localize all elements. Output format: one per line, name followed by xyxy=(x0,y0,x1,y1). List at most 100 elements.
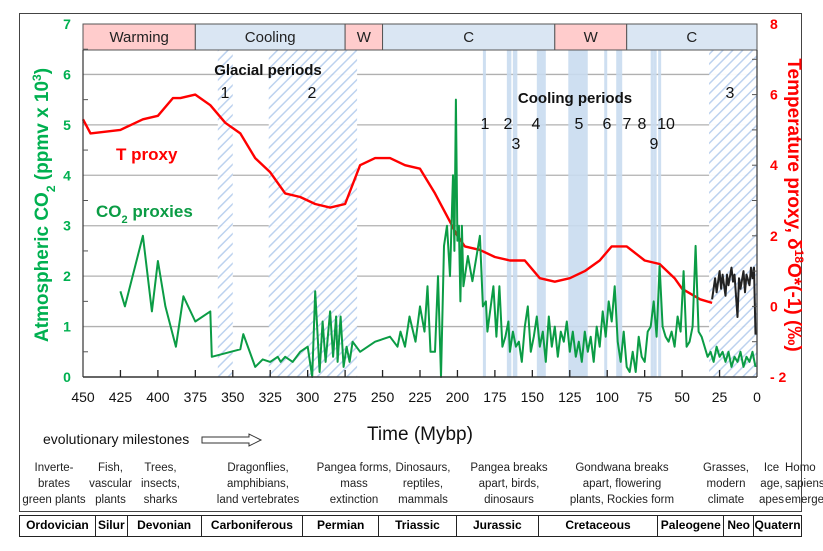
milestone-line: apart, birds, xyxy=(478,478,540,490)
cooling-periods-title: Cooling periods xyxy=(518,90,632,107)
cooling-period-number: 6 xyxy=(603,116,612,133)
t-proxy-label: T proxy xyxy=(116,145,178,164)
right-arrow-icon xyxy=(201,433,263,448)
milestone-line: dinosaurs xyxy=(484,494,534,506)
y-left-title-sub: 2 xyxy=(44,185,58,192)
series-line-t-proxy xyxy=(81,93,713,305)
glacial-period-region xyxy=(709,50,757,377)
co2-label-sub: 2 xyxy=(122,214,128,226)
y-right-tick-label: 2 xyxy=(770,228,778,244)
milestone-line: age, xyxy=(760,478,783,490)
y-axis-right-title: Temperature proxy, δ18O*(-1) (‰) xyxy=(783,58,806,351)
glacial-period-number: 2 xyxy=(308,85,317,102)
milestone: Pangea breaks apart, birds, dinosaurs xyxy=(453,458,565,512)
milestone-line: sharks xyxy=(143,494,178,506)
climate-band-label: W xyxy=(357,29,372,46)
y-axis-left-title: Atmospheric CO2 (ppmv x 103) xyxy=(30,68,58,342)
y-left-title-sup: 3 xyxy=(30,74,44,81)
glacial-period-region xyxy=(268,50,358,377)
y-left-tick-label: 3 xyxy=(63,218,71,234)
cooling-period-band xyxy=(512,50,518,377)
milestone-line: apart, flowering xyxy=(582,478,662,490)
milestone-line: plants, Rockies form xyxy=(569,494,675,506)
milestone-line: Dinosaurs, xyxy=(395,462,451,474)
milestone: Homo sapiens emerge xyxy=(785,458,823,512)
milestone-line: green plants xyxy=(22,494,86,506)
geologic-period-carboniferous: Carboniferous xyxy=(202,516,304,536)
x-tick-label: 375 xyxy=(184,389,208,405)
climate-band-cool xyxy=(626,23,758,51)
chart-svg: Warming Cooling W C W C 450 425 400 375 350 325 300… xyxy=(30,16,806,445)
x-tick-label: 325 xyxy=(259,389,283,405)
milestone-line: Dragonflies, xyxy=(227,462,289,474)
geologic-period-silur: Silur xyxy=(96,516,128,536)
milestone: Trees, insects, sharks xyxy=(132,458,189,512)
milestone-line: extinction xyxy=(329,494,379,506)
x-tick-label: 400 xyxy=(146,389,170,405)
geologic-period-ordovician: Ordovician xyxy=(20,516,96,536)
x-tick-label: 425 xyxy=(109,389,133,405)
cooling-period-band xyxy=(658,50,662,377)
climate-band-label: Warming xyxy=(109,29,168,46)
geologic-period-cretaceous: Cretaceous xyxy=(539,516,659,536)
milestone-line: sapiens xyxy=(785,478,823,490)
x-tick-label: 75 xyxy=(637,389,653,405)
y-right-tick-label: 6 xyxy=(770,87,778,103)
climate-band-label: C xyxy=(463,29,474,46)
geologic-periods-row: Ordovician Silur Devonian Carboniferous Perm… xyxy=(19,515,802,537)
cooling-period-number: 5 xyxy=(575,116,584,133)
milestone: Inverte-brates green plants xyxy=(19,458,89,512)
geologic-period-devonian: Devonian xyxy=(128,516,202,536)
cooling-period-band xyxy=(604,50,608,377)
y-right-tick-label: - 2 xyxy=(770,369,787,385)
co2-proxies-label: CO2 proxies xyxy=(96,202,193,226)
cooling-period-number: 8 xyxy=(638,116,647,133)
y-left-title-part1: Atmospheric CO xyxy=(32,192,53,342)
series-line-co2-proxies xyxy=(119,98,757,378)
cooling-period-number: 4 xyxy=(532,116,541,133)
milestone-line: Grasses, xyxy=(702,462,749,474)
milestone-line: insects, xyxy=(141,478,180,490)
cooling-period-number: 7 xyxy=(623,116,632,133)
cooling-period-band xyxy=(482,50,486,377)
milestone-line: Pangea breaks xyxy=(470,462,548,474)
y-left-tick-label: 4 xyxy=(63,167,71,183)
cooling-period-number: 1 xyxy=(481,116,490,133)
x-tick-label: 25 xyxy=(712,389,728,405)
milestone: Dinosaurs, reptiles, mammals xyxy=(391,458,455,512)
evolutionary-milestones-text: evolutionary milestones xyxy=(43,431,190,447)
x-tick-label: 100 xyxy=(596,389,620,405)
cooling-period-number: 10 xyxy=(657,116,675,133)
milestone-line: amphibians, xyxy=(226,478,289,490)
y-left-tick-label: 1 xyxy=(63,319,71,335)
y-left-title-part2: (ppmv x 10 xyxy=(32,81,53,186)
y-right-title-part2: O*(-1) (‰) xyxy=(783,263,804,352)
glacial-period-number: 3 xyxy=(726,85,735,102)
x-tick-label: 350 xyxy=(221,389,245,405)
glacial-period-number: 1 xyxy=(221,85,230,102)
milestone-line: modern xyxy=(706,478,746,490)
cooling-period-number: 3 xyxy=(512,136,521,153)
series-line-recent-t-proxy-black- xyxy=(711,266,757,335)
x-tick-label: 250 xyxy=(371,389,395,405)
climate-band-cool xyxy=(194,23,346,51)
milestone-line: plants xyxy=(95,494,126,506)
climate-band-warm xyxy=(554,23,628,51)
milestone-line: vascular xyxy=(89,478,132,490)
milestone: Gondwana breaks apart, flowering plants, R… xyxy=(555,458,689,512)
y-left-tick-label: 7 xyxy=(63,16,71,32)
milestone-line: Gondwana breaks xyxy=(575,462,669,474)
y-right-title-sup: 18 xyxy=(792,250,806,264)
cooling-period-band xyxy=(506,50,512,377)
x-axis-title: Time (Mybp) xyxy=(367,424,473,445)
cooling-period-band xyxy=(650,50,654,377)
milestone: Grasses, modern climate xyxy=(697,458,755,512)
co2-label-main: CO xyxy=(96,202,122,221)
milestone-line: Homo xyxy=(785,462,816,474)
glacial-periods-title: Glacial periods xyxy=(214,62,322,79)
milestone-line: brates xyxy=(38,478,70,490)
x-tick-label: 300 xyxy=(296,389,320,405)
y-right-tick-label: 4 xyxy=(770,157,778,173)
x-tick-label: 200 xyxy=(446,389,470,405)
x-tick-label: 125 xyxy=(558,389,582,405)
